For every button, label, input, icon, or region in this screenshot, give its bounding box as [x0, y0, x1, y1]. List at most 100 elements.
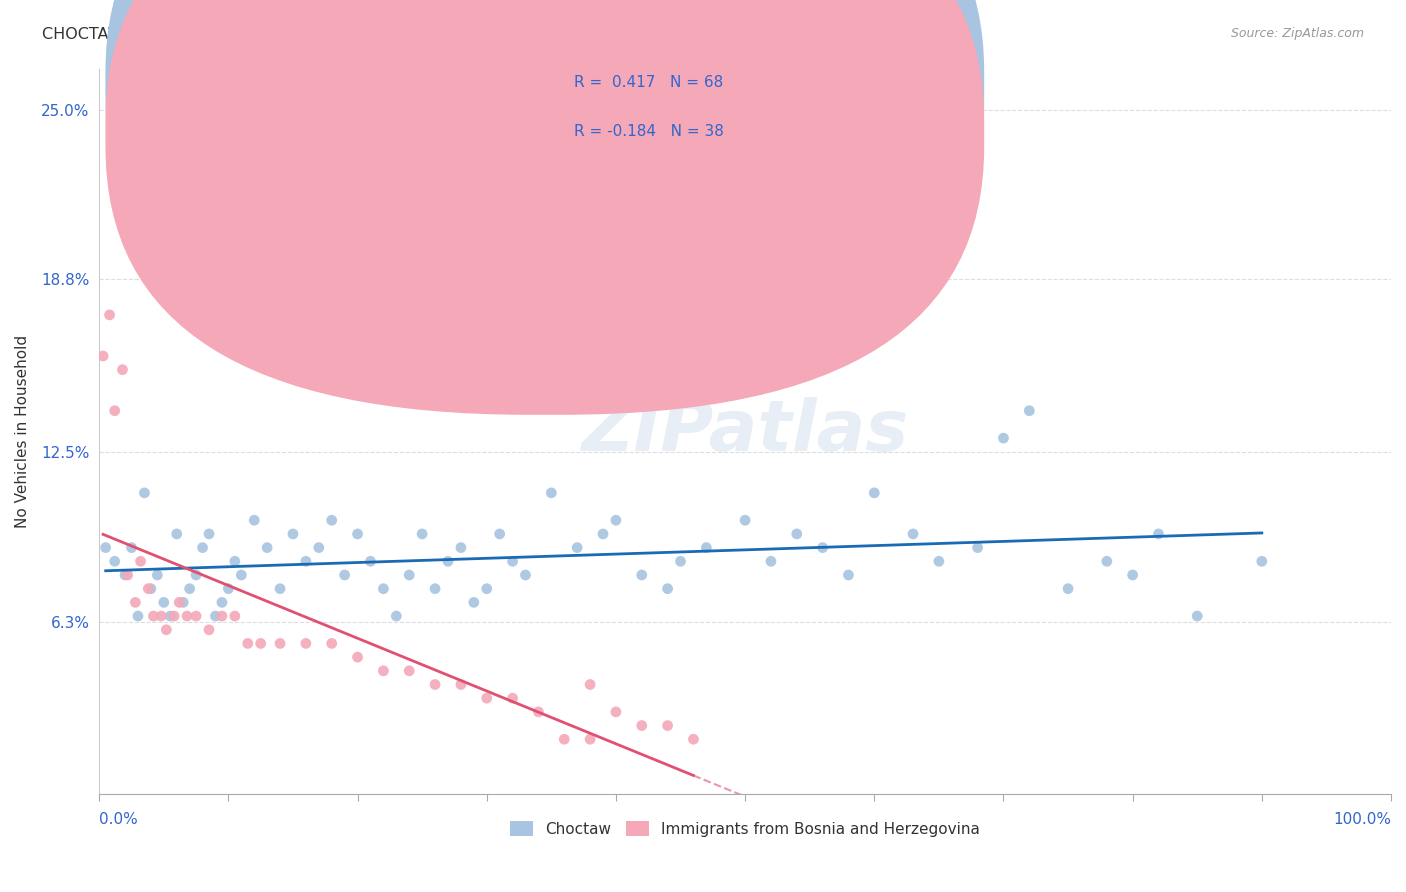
- Point: [224, 609, 246, 624]
- Point: [786, 527, 808, 541]
- Point: [423, 582, 446, 596]
- Point: [346, 650, 368, 665]
- Point: [231, 568, 253, 582]
- Point: [269, 636, 291, 650]
- Point: [360, 554, 382, 568]
- Point: [139, 582, 162, 596]
- Point: [630, 718, 652, 732]
- Text: R =  0.417   N = 68: R = 0.417 N = 68: [574, 75, 723, 89]
- Point: [475, 691, 498, 706]
- Point: [321, 636, 343, 650]
- Point: [1147, 527, 1170, 541]
- Point: [567, 541, 589, 555]
- Point: [104, 403, 127, 417]
- Point: [127, 609, 149, 624]
- Point: [373, 664, 395, 678]
- Point: [579, 677, 602, 691]
- Point: [191, 541, 214, 555]
- Point: [605, 705, 627, 719]
- Point: [540, 486, 562, 500]
- Point: [321, 513, 343, 527]
- Point: [579, 732, 602, 747]
- Point: [1122, 568, 1144, 582]
- Point: [527, 705, 550, 719]
- Point: [695, 541, 717, 555]
- Point: [411, 527, 433, 541]
- Point: [502, 554, 524, 568]
- Point: [295, 636, 318, 650]
- Point: [198, 527, 221, 541]
- Point: [124, 595, 146, 609]
- Point: [515, 568, 537, 582]
- Point: [1018, 403, 1040, 417]
- Point: [928, 554, 950, 568]
- Point: [281, 527, 304, 541]
- Point: [734, 513, 756, 527]
- Point: [104, 554, 127, 568]
- Point: [488, 527, 510, 541]
- Point: [198, 623, 221, 637]
- Point: [682, 732, 704, 747]
- Point: [114, 568, 136, 582]
- Point: [385, 609, 408, 624]
- Point: [837, 568, 859, 582]
- Point: [605, 513, 627, 527]
- Text: Source: ZipAtlas.com: Source: ZipAtlas.com: [1230, 27, 1364, 40]
- Point: [117, 568, 139, 582]
- Point: [111, 362, 134, 376]
- Point: [1250, 554, 1272, 568]
- Point: [152, 595, 174, 609]
- Point: [134, 486, 156, 500]
- Point: [243, 513, 266, 527]
- Point: [863, 486, 886, 500]
- Point: [184, 568, 207, 582]
- Point: [502, 691, 524, 706]
- Point: [172, 595, 194, 609]
- Point: [1187, 609, 1209, 624]
- Point: [475, 582, 498, 596]
- Point: [150, 609, 173, 624]
- Point: [901, 527, 924, 541]
- Point: [249, 636, 271, 650]
- Point: [463, 595, 485, 609]
- Point: [224, 554, 246, 568]
- Point: [657, 718, 679, 732]
- Point: [1057, 582, 1080, 596]
- Text: ZIPatlas: ZIPatlas: [582, 397, 908, 466]
- Point: [184, 609, 207, 624]
- Point: [256, 541, 278, 555]
- Point: [553, 732, 575, 747]
- Point: [204, 609, 226, 624]
- Point: [450, 541, 472, 555]
- Point: [308, 541, 330, 555]
- Point: [669, 554, 692, 568]
- Point: [136, 582, 159, 596]
- Point: [437, 554, 460, 568]
- Point: [169, 595, 191, 609]
- Point: [759, 554, 782, 568]
- Point: [373, 582, 395, 596]
- Point: [159, 609, 181, 624]
- Text: 100.0%: 100.0%: [1333, 812, 1391, 827]
- Point: [346, 527, 368, 541]
- Point: [98, 308, 121, 322]
- Legend: Choctaw, Immigrants from Bosnia and Herzegovina: Choctaw, Immigrants from Bosnia and Herz…: [502, 814, 988, 845]
- Point: [993, 431, 1015, 445]
- Point: [179, 582, 201, 596]
- Point: [333, 568, 356, 582]
- Point: [236, 636, 259, 650]
- Point: [166, 527, 188, 541]
- Point: [811, 541, 834, 555]
- Text: CHOCTAW VS IMMIGRANTS FROM BOSNIA AND HERZEGOVINA NO VEHICLES IN HOUSEHOLD CORRE: CHOCTAW VS IMMIGRANTS FROM BOSNIA AND HE…: [42, 27, 962, 42]
- Point: [146, 568, 169, 582]
- Point: [217, 582, 239, 596]
- Point: [450, 677, 472, 691]
- Point: [176, 609, 198, 624]
- Point: [398, 664, 420, 678]
- Text: R = -0.184   N = 38: R = -0.184 N = 38: [574, 124, 724, 138]
- Point: [966, 541, 988, 555]
- Point: [398, 568, 420, 582]
- Y-axis label: No Vehicles in Household: No Vehicles in Household: [15, 334, 30, 528]
- Point: [1095, 554, 1118, 568]
- Text: 0.0%: 0.0%: [100, 812, 138, 827]
